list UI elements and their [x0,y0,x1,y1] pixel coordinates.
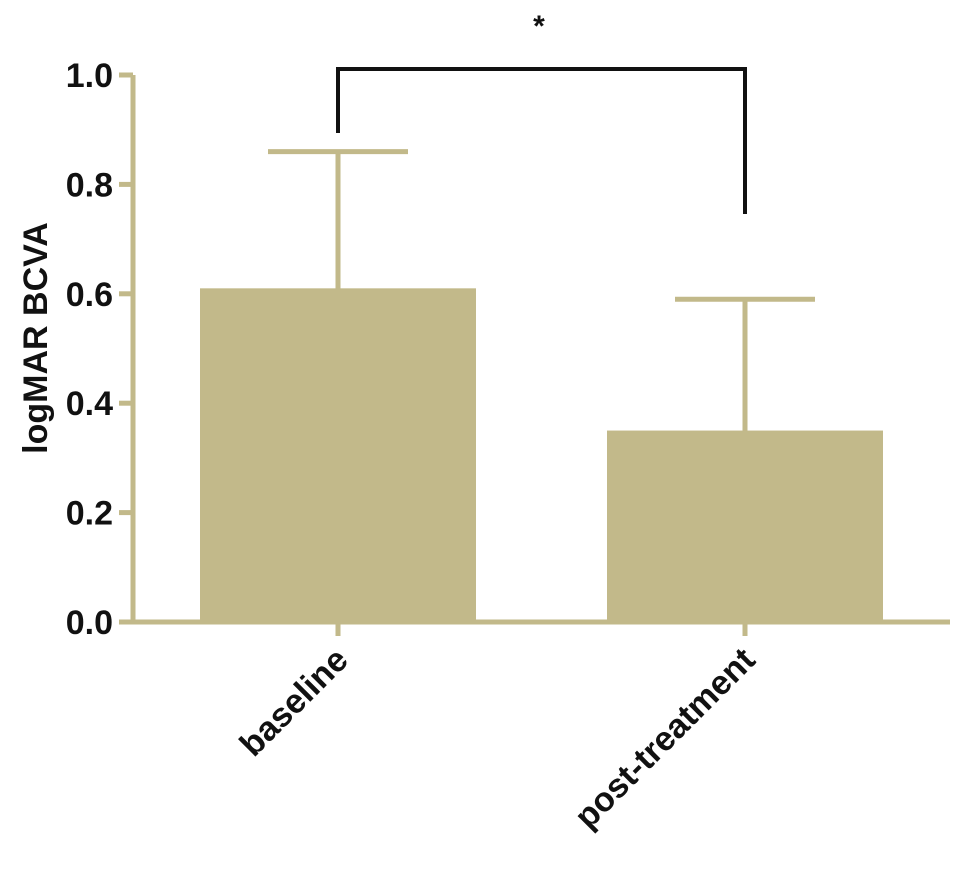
y-tick-label: 1.0 [66,57,113,95]
y-axis-title: logMAR BCVA [17,222,55,454]
bar-post-treatment [607,430,883,622]
y-tick-label: 0.6 [66,276,113,314]
x-category-label: baseline [233,641,356,764]
significance-bracket [336,67,747,214]
significance-asterisk: * [533,10,545,43]
bar-baseline [200,288,476,622]
y-tick-label: 0.4 [66,385,113,423]
y-tick-label: 0.0 [66,604,113,642]
x-category-label: post-treatment [567,641,762,836]
y-tick-label: 0.2 [66,495,113,533]
y-tick-label: 0.8 [66,166,113,204]
